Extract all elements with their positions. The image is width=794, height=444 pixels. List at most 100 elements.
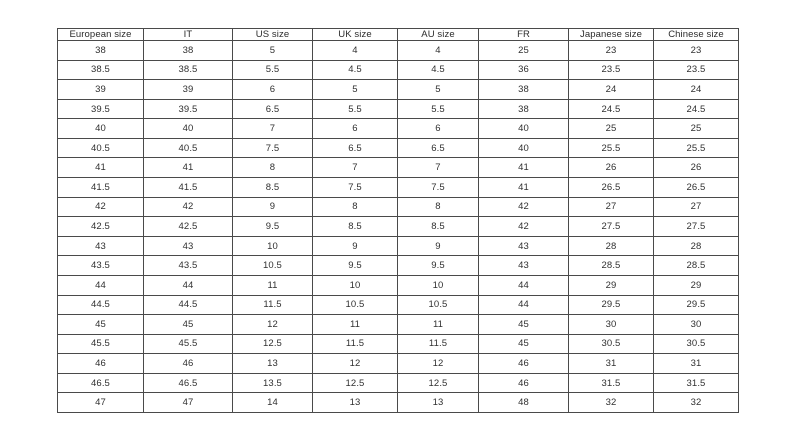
table-cell: 4.5 [312,59,398,81]
table-header-row: European size IT US size UK size AU size FR Ja… [57,28,739,41]
column-header: Japanese size [568,28,654,41]
table-cell: 24 [568,79,654,100]
table-row: 43.5 43.5 10.5 9.5 9.5 43 28.5 28.5 [57,255,739,276]
table-cell: 27.5 [568,216,654,237]
table-cell: 41 [478,157,569,179]
table-cell: 31.5 [568,372,654,394]
table-cell: 43 [57,235,144,257]
table-cell: 39 [57,79,144,100]
table-cell: 42 [143,196,233,218]
table-row: 44 44 11 10 10 44 29 29 [57,274,739,296]
table-cell: 46.5 [57,372,144,394]
table-cell: 40 [478,137,569,159]
table-cell: 24.5 [653,98,739,120]
table-cell: 5.5 [312,98,398,120]
table-cell: 6.5 [312,137,398,159]
table-cell: 40 [57,118,144,139]
table-row: 40.5 40.5 7.5 6.5 6.5 40 25.5 25.5 [57,137,739,159]
column-header: Chinese size [653,28,739,41]
table-cell: 46 [478,372,569,394]
table-cell: 32 [568,392,654,413]
table-cell: 23.5 [653,59,739,81]
table-cell: 41 [143,157,233,179]
table-cell: 38.5 [57,59,144,81]
table-cell: 13 [312,392,398,413]
table-cell: 40 [143,118,233,139]
table-cell: 26.5 [568,177,654,198]
table-cell: 48 [478,392,569,413]
table-cell: 44 [57,274,144,296]
table-cell: 12.5 [312,372,398,394]
table-cell: 12.5 [232,333,313,355]
table-cell: 30 [653,314,739,335]
table-cell: 44.5 [143,294,233,316]
table-cell: 12 [232,314,313,335]
table-cell: 25.5 [653,137,739,159]
table-cell: 46 [57,353,144,374]
table-cell: 45.5 [57,333,144,355]
table-cell: 38 [143,40,233,61]
table-cell: 38 [478,98,569,120]
table-row: 47 47 14 13 13 48 32 32 [57,392,739,413]
table-row: 45 45 12 11 11 45 30 30 [57,314,739,335]
table-cell: 7.5 [312,177,398,198]
table-cell: 28.5 [653,255,739,276]
table-cell: 24.5 [568,98,654,120]
table-cell: 44.5 [57,294,144,316]
table-cell: 41 [57,157,144,179]
table-cell: 11.5 [397,333,479,355]
table-cell: 9.5 [232,216,313,237]
table-cell: 46.5 [143,372,233,394]
table-cell: 5.5 [232,59,313,81]
table-cell: 40.5 [143,137,233,159]
table-cell: 42 [478,196,569,218]
table-cell: 5 [232,40,313,61]
table-row: 42 42 9 8 8 42 27 27 [57,196,739,218]
table-cell: 38 [57,40,144,61]
table-cell: 5 [397,79,479,100]
table-cell: 9 [232,196,313,218]
table-cell: 23 [653,40,739,61]
table-cell: 31.5 [653,372,739,394]
table-cell: 11 [312,314,398,335]
table-cell: 4.5 [397,59,479,81]
table-cell: 6.5 [397,137,479,159]
table-cell: 7.5 [232,137,313,159]
table-cell: 41 [478,177,569,198]
table-cell: 29 [653,274,739,296]
table-cell: 9 [312,235,398,257]
table-cell: 8.5 [232,177,313,198]
table-cell: 29.5 [653,294,739,316]
table-cell: 39.5 [57,98,144,120]
table-row: 39 39 6 5 5 38 24 24 [57,79,739,100]
table-cell: 4 [312,40,398,61]
table-cell: 8 [232,157,313,179]
table-cell: 23.5 [568,59,654,81]
table-cell: 45 [478,333,569,355]
table-cell: 27.5 [653,216,739,237]
table-cell: 41.5 [143,177,233,198]
table-cell: 24 [653,79,739,100]
table-row: 45.5 45.5 12.5 11.5 11.5 45 30.5 30.5 [57,333,739,355]
table-cell: 8 [397,196,479,218]
column-header: AU size [397,28,479,41]
table-cell: 27 [568,196,654,218]
table-cell: 11.5 [232,294,313,316]
table-cell: 6 [232,79,313,100]
table-cell: 10 [397,274,479,296]
table-cell: 26 [653,157,739,179]
table-cell: 9 [397,235,479,257]
table-cell: 46 [143,353,233,374]
table-cell: 4 [397,40,479,61]
table-row: 41 41 8 7 7 41 26 26 [57,157,739,179]
table-cell: 13.5 [232,372,313,394]
table-row: 42.5 42.5 9.5 8.5 8.5 42 27.5 27.5 [57,216,739,237]
table-cell: 6 [397,118,479,139]
table-cell: 7 [312,157,398,179]
table-cell: 28.5 [568,255,654,276]
table-cell: 42 [57,196,144,218]
table-cell: 11 [397,314,479,335]
table-cell: 31 [568,353,654,374]
table-cell: 13 [397,392,479,413]
column-header: IT [143,28,233,41]
